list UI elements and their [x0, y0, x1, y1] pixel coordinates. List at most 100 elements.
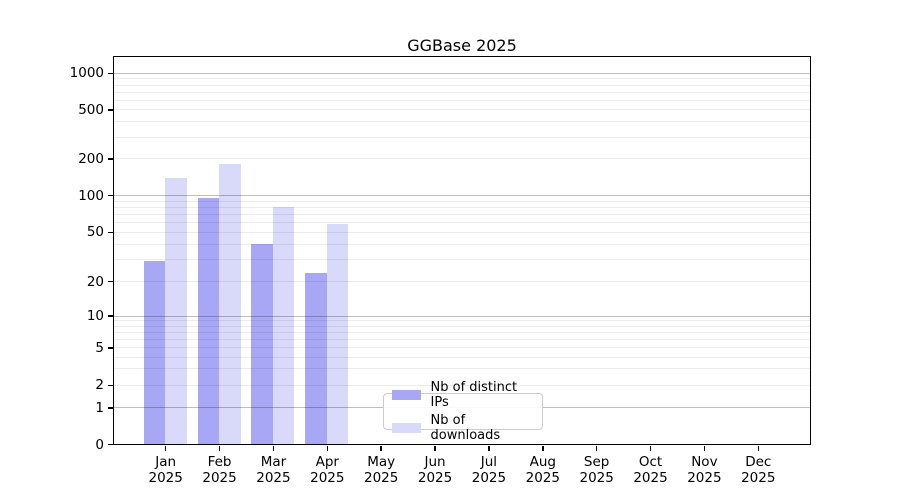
- legend-swatch-distinct-ips: [391, 389, 421, 401]
- x-tick-month: Jun: [424, 453, 446, 470]
- gridline-minor-3: [113, 368, 811, 370]
- x-tick-mark-sep: [595, 446, 598, 452]
- x-tick-mark-jul: [488, 446, 490, 452]
- y-tick-mark-2: [107, 384, 113, 387]
- bar-distinct-ips-jan: [143, 261, 166, 445]
- y-tick-mark-200: [107, 158, 113, 160]
- x-tick-month: May: [367, 453, 396, 470]
- x-tick-mark-apr: [326, 446, 329, 452]
- bar-downloads-jan: [165, 178, 187, 445]
- bar-downloads-mar: [272, 207, 295, 445]
- y-tick-label-100: 100: [78, 187, 104, 204]
- x-tick-month: Mar: [260, 453, 287, 470]
- x-tick-mark-mar: [272, 446, 275, 452]
- x-tick-year: 2025: [633, 470, 668, 487]
- gridline-major-10: [113, 315, 811, 317]
- gridline-minor-300: [113, 136, 811, 138]
- bar-downloads-feb: [219, 163, 241, 445]
- gridline-minor-500: [113, 109, 811, 111]
- gridline-minor-30: [113, 259, 811, 261]
- y-tick-mark-50: [107, 231, 113, 234]
- legend-swatch-downloads: [391, 422, 421, 434]
- chart-title: GGBase 2025: [407, 36, 517, 55]
- gridline-major-1000: [113, 72, 811, 74]
- x-tick-month: Nov: [691, 453, 718, 470]
- x-tick-year: 2025: [525, 470, 560, 487]
- gridline-minor-9: [113, 320, 811, 322]
- bar-distinct-ips-feb: [197, 198, 220, 445]
- gridline-minor-8: [113, 325, 811, 327]
- gridline-minor-900: [113, 78, 811, 80]
- x-tick-mark-nov: [703, 446, 706, 452]
- y-tick-label-1: 1: [95, 400, 104, 416]
- x-tick-label-apr: Apr 2025: [310, 454, 344, 487]
- x-tick-label-jul: Jul 2025: [472, 454, 506, 487]
- legend: Nb of distinct IPs Nb of downloads: [382, 380, 543, 443]
- x-tick-year: 2025: [471, 470, 507, 487]
- y-tick-label-1000: 1000: [69, 65, 104, 82]
- x-tick-label-dec: Dec 2025: [741, 454, 775, 487]
- gridline-minor-200: [113, 158, 811, 160]
- x-tick-label-sep: Sep 2025: [579, 454, 613, 487]
- x-tick-label-jun: Jun 2025: [418, 454, 452, 487]
- x-tick-mark-oct: [649, 446, 652, 452]
- x-tick-year: 2025: [202, 470, 237, 487]
- x-tick-label-mar: Mar 2025: [256, 454, 290, 487]
- legend-row-downloads: Nb of downloads: [391, 413, 534, 444]
- gridline-minor-600: [113, 99, 811, 101]
- y-tick-label-10: 10: [86, 308, 104, 325]
- legend-label-downloads: Nb of downloads: [430, 413, 501, 444]
- x-tick-label-aug: Aug 2025: [526, 454, 560, 487]
- x-tick-year: 2025: [687, 470, 722, 487]
- bar-downloads-apr: [326, 224, 349, 445]
- y-tick-label-200: 200: [78, 150, 104, 167]
- y-tick-label-2: 2: [95, 377, 104, 394]
- y-tick-mark-10: [107, 315, 113, 317]
- x-tick-year: 2025: [579, 470, 614, 487]
- y-tick-mark-100: [107, 194, 113, 197]
- y-tick-label-0: 0: [95, 436, 104, 453]
- x-tick-month: Oct: [638, 453, 663, 470]
- x-tick-year: 2025: [148, 470, 183, 487]
- x-tick-month: Jan: [155, 453, 177, 470]
- x-tick-mark-feb: [218, 446, 221, 452]
- x-tick-month: Apr: [315, 453, 339, 470]
- gridline-minor-2: [113, 384, 811, 386]
- bar-distinct-ips-apr: [305, 273, 327, 445]
- x-tick-mark-dec: [757, 446, 760, 452]
- x-tick-label-oct: Oct 2025: [633, 454, 667, 487]
- x-tick-mark-jan: [164, 446, 167, 452]
- y-tick-mark-500: [107, 109, 113, 111]
- x-tick-month: Sep: [583, 453, 610, 470]
- y-tick-mark-0: [107, 443, 113, 446]
- y-tick-label-20: 20: [86, 273, 104, 290]
- gridline-minor-50: [113, 231, 811, 233]
- x-tick-year: 2025: [363, 470, 399, 487]
- gridline-minor-6: [113, 339, 811, 341]
- x-tick-month: Aug: [529, 453, 556, 470]
- legend-label-distinct-ips: Nb of distinct IPs: [430, 380, 518, 411]
- x-tick-month: Jul: [480, 453, 498, 470]
- gridline-minor-80: [113, 207, 811, 208]
- x-tick-mark-aug: [542, 446, 544, 452]
- x-tick-label-may: May 2025: [364, 454, 398, 487]
- x-tick-year: 2025: [741, 470, 776, 487]
- x-tick-label-feb: Feb 2025: [202, 454, 236, 487]
- x-tick-label-nov: Nov 2025: [687, 454, 721, 487]
- y-tick-label-50: 50: [86, 224, 104, 241]
- y-tick-mark-5: [107, 347, 113, 349]
- x-tick-year: 2025: [417, 470, 453, 487]
- plot-area: Nb of distinct IPs Nb of downloads: [112, 56, 812, 446]
- x-tick-month: Dec: [745, 453, 772, 470]
- gridline-minor-700: [113, 91, 811, 93]
- gridline-minor-90: [113, 200, 811, 202]
- legend-row-distinct-ips: Nb of distinct IPs: [391, 380, 534, 411]
- y-tick-mark-1: [107, 407, 113, 409]
- gridline-minor-4: [113, 356, 811, 358]
- gridline-minor-70: [113, 214, 811, 216]
- x-tick-year: 2025: [310, 470, 345, 487]
- x-tick-mark-may: [380, 446, 382, 452]
- gridline-minor-400: [113, 121, 811, 123]
- x-tick-label-jan: Jan 2025: [149, 454, 183, 487]
